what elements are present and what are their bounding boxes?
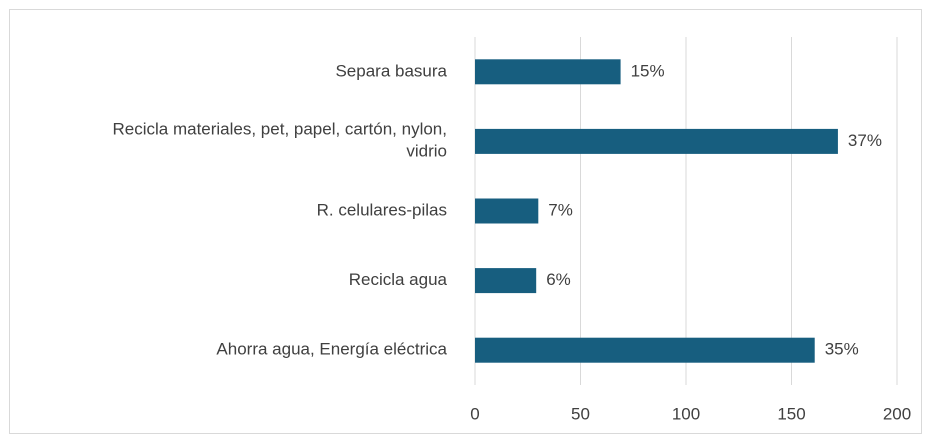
y-tick-label: Ahorra agua, Energía eléctrica [216,340,447,359]
data-label: 35% [825,340,859,359]
bar [475,268,537,294]
x-tick-label: 150 [777,404,805,423]
data-label: 6% [546,270,571,289]
y-tick-label: R. celulares-pilas [317,200,447,219]
bar [475,337,815,363]
y-tick-label: Separa basura [335,61,447,80]
bar [475,59,621,85]
x-tick-label: 0 [470,404,479,423]
bar [475,128,838,154]
x-tick-label: 100 [672,404,700,423]
bar [475,198,539,224]
data-label: 15% [631,61,665,80]
y-tick-label: Recicla agua [349,270,448,289]
data-label: 7% [548,200,573,219]
y-tick-label: Recicla materiales, pet, papel, cartón, … [112,120,447,161]
x-tick-label: 200 [883,404,911,423]
data-label: 37% [848,131,882,150]
chart-frame [9,9,922,434]
x-tick-label: 50 [571,404,590,423]
